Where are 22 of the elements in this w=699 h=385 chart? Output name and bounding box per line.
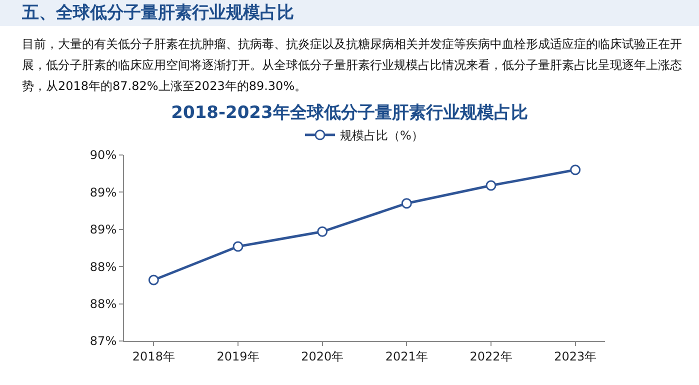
- point: [486, 180, 496, 191]
- chart-title: 2018-2023年全球低分子量肝素行业规模占比: [170, 102, 529, 124]
- y-tick-label: 87%: [90, 334, 117, 348]
- text: 五、全球低分子量肝素行业规模占比: [0, 0, 699, 26]
- y-tick-label: 90%: [90, 148, 117, 162]
- point: [570, 164, 581, 176]
- y-tick-label: 89%: [90, 222, 117, 237]
- x-tick-label: 2018年: [132, 349, 175, 364]
- point: [401, 198, 412, 209]
- point: [148, 274, 159, 286]
- point: [232, 241, 244, 252]
- x-tick-label: 2020年: [301, 349, 344, 364]
- x-tick-label: 2021年: [385, 349, 428, 364]
- text: 目前，大量的有关低分子肝素在抗肿瘤、抗病毒、抗炎症以及抗糖尿病相关并发症等疾病中血栓形成适应症的临床试验正在开展，低分子肝素的临床应用空间将逐渐打开。从全球低分子量肝素行业规模占比情况来看，低分子量肝素占比呈现逐年上涨态势，从2018年的87.82%上涨至2023年的89.30%。: [21, 36, 683, 95]
- x-tick-label: 2022年: [470, 349, 512, 364]
- point: [317, 226, 328, 237]
- y-tick-label: 88%: [90, 297, 117, 311]
- x-tick-label: 2023年: [554, 349, 597, 364]
- y-tick-label: 89%: [90, 185, 117, 200]
- legend-label: 规模占比（%）: [340, 128, 424, 143]
- x-tick-label: 2019年: [216, 349, 260, 364]
- y-tick-label: 88%: [90, 260, 117, 274]
